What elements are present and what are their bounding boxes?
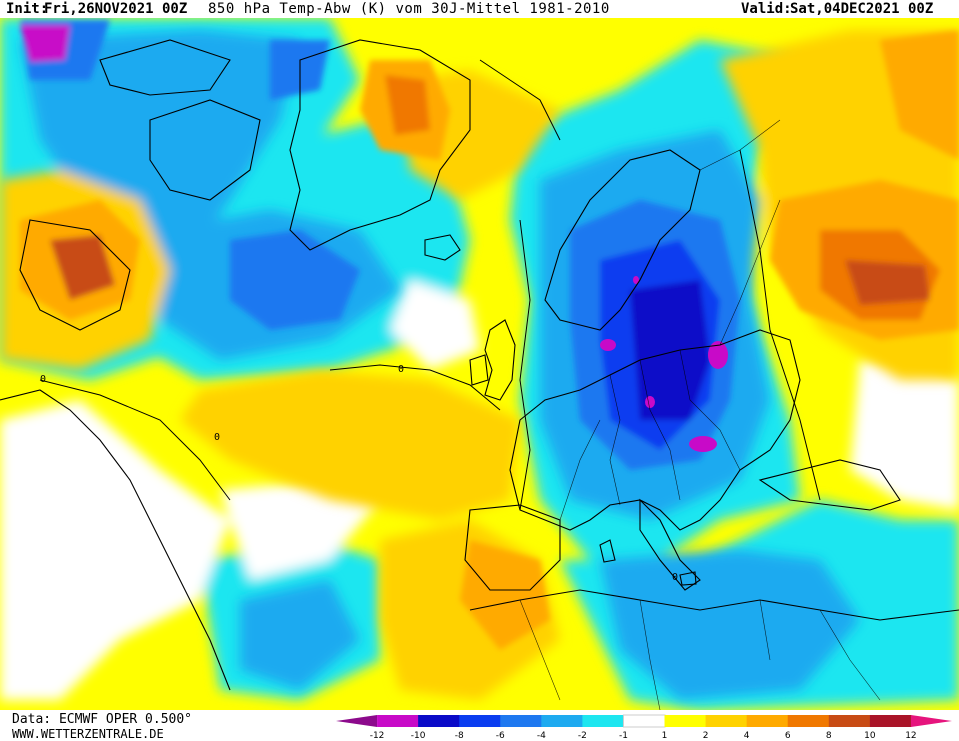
valid-time: Sat,04DEC2021 00Z (790, 1, 934, 17)
map-footer: Data: ECMWF OPER 0.500° WWW.WETTERZENTRA… (0, 710, 959, 741)
legend-tick-label: -6 (496, 731, 505, 741)
legend-tick-label: -8 (455, 731, 464, 741)
legend-tick-label: 1 (662, 731, 668, 741)
coastlines (0, 39, 959, 691)
contour-label: 0 (214, 432, 220, 443)
map-title: 850 hPa Temp-Abw (K) vom 30J-Mittel 1981… (208, 1, 610, 17)
legend-swatch (746, 715, 789, 727)
legend-tick-label: -2 (578, 731, 587, 741)
legend-tick-label: 10 (864, 731, 876, 741)
legend-swatch (459, 715, 501, 727)
legend-swatch (869, 715, 912, 727)
legend-swatch (622, 714, 666, 728)
contour-label: 0 (398, 364, 404, 375)
legend-tick-label: 6 (785, 731, 791, 741)
legend-tick-label: 8 (826, 731, 832, 741)
legend-tick-label: 2 (703, 731, 709, 741)
legend-tick-label: -4 (537, 731, 546, 741)
contour-label: 0 (40, 374, 46, 385)
legend-swatch (336, 715, 378, 727)
legend-swatch (910, 715, 952, 727)
legend-swatch (582, 715, 624, 727)
legend-tick-label: -10 (411, 731, 426, 741)
legend-swatch (541, 715, 583, 727)
legend-tick-label: -1 (619, 731, 628, 741)
legend-swatch (377, 715, 419, 727)
legend-swatch (664, 715, 707, 727)
anomaly-map-canvas: 0 0 0 0 (0, 18, 959, 710)
legend-tick-label: 4 (744, 731, 750, 741)
legend-tick-label: 12 (905, 731, 916, 741)
zero-contours (39, 59, 821, 511)
map-header: Init: Fri,26NOV2021 00Z 850 hPa Temp-Abw… (0, 0, 959, 18)
color-legend-bar: -12 -10 -8 -6 -4 -2 -1 1 2 4 6 8 10 12 (336, 714, 952, 741)
contour-labels: 0 0 0 0 (40, 364, 678, 583)
legend-swatch (500, 715, 542, 727)
country-borders (519, 119, 881, 710)
data-source-credit: Data: ECMWF OPER 0.500° (12, 712, 193, 727)
color-legend: -12 -10 -8 -6 -4 -2 -1 1 2 4 6 8 10 12 (330, 712, 958, 741)
init-label: Init: (6, 1, 49, 17)
anomaly-map: 0 0 0 0 (0, 18, 959, 710)
legend-swatch (418, 715, 460, 727)
legend-swatch (705, 715, 748, 727)
legend-swatch (787, 715, 830, 727)
website-credit: WWW.WETTERZENTRALE.DE (12, 727, 164, 741)
valid-label: Valid: (741, 1, 792, 17)
legend-tick-label: -12 (370, 731, 385, 741)
legend-swatch (828, 715, 871, 727)
extreme-cold-spots (600, 276, 728, 452)
init-time: Fri,26NOV2021 00Z (44, 1, 188, 17)
contour-label: 0 (672, 572, 678, 583)
